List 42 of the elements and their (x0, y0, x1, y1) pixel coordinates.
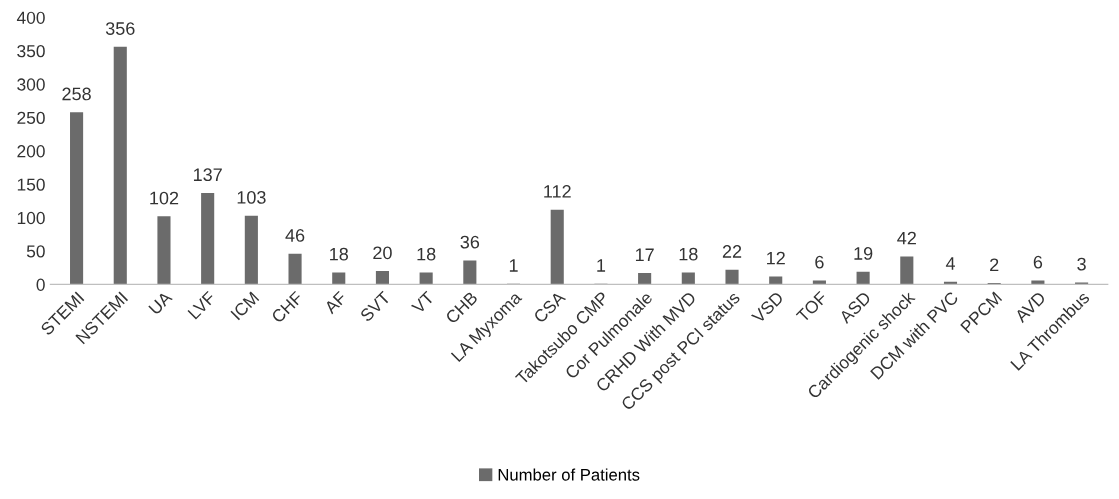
data-label: 12 (767, 251, 785, 265)
y-tick-label: 350 (17, 45, 45, 58)
data-label: 102 (150, 191, 179, 205)
data-label: 103 (237, 191, 266, 204)
data-label: 112 (544, 184, 571, 198)
data-label: 20 (373, 246, 392, 260)
x-tick-label: AF (323, 290, 348, 315)
data-label: 42 (897, 231, 916, 245)
x-tick-label: ICM (230, 291, 260, 321)
data-label: 3 (1077, 257, 1086, 271)
y-tick-label: 300 (17, 78, 45, 91)
data-label: 18 (679, 247, 698, 261)
legend-label: Number of Patients (498, 468, 640, 481)
data-label: 2 (990, 258, 999, 272)
y-tick-label: 150 (17, 178, 45, 191)
y-tick-label: 0 (36, 278, 45, 291)
data-label: 36 (460, 235, 480, 249)
x-tick-label: LVF (187, 290, 217, 320)
data-label: 19 (854, 247, 873, 260)
y-tick-label: 250 (17, 111, 45, 125)
data-label: 1 (509, 259, 518, 272)
data-label: 22 (722, 245, 742, 258)
data-label: 6 (1033, 255, 1043, 269)
x-tick-label: VT (410, 290, 435, 315)
data-label: 1 (597, 259, 606, 272)
data-label: 18 (330, 247, 349, 261)
x-tick-label: VSD (750, 290, 785, 325)
data-label: 4 (945, 257, 955, 270)
x-tick-label: TOF (795, 290, 828, 324)
x-tick-label: CSA (532, 290, 567, 324)
y-tick-label: 400 (16, 11, 45, 24)
y-tick-label: 100 (17, 211, 45, 225)
x-tick-label: UA (148, 290, 173, 316)
data-label: 356 (105, 22, 135, 35)
y-tick-label: 50 (26, 245, 45, 258)
data-label: 46 (285, 229, 305, 242)
data-label: 18 (417, 247, 436, 261)
data-label: 258 (62, 87, 91, 101)
data-label: 17 (635, 248, 654, 261)
y-tick-label: 200 (17, 145, 45, 158)
data-label: 137 (193, 168, 222, 182)
data-label: 6 (815, 255, 824, 269)
